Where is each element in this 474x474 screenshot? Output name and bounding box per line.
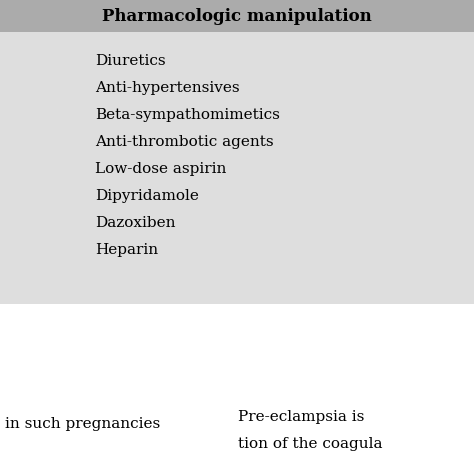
Text: Anti-hypertensives: Anti-hypertensives <box>95 81 240 95</box>
Text: Dazoxiben: Dazoxiben <box>95 216 175 230</box>
Text: Anti-thrombotic agents: Anti-thrombotic agents <box>95 135 273 149</box>
Text: in such pregnancies: in such pregnancies <box>5 417 160 431</box>
Bar <box>0 32 474 304</box>
Text: Beta-sympathomimetics: Beta-sympathomimetics <box>95 108 280 122</box>
Text: Heparin: Heparin <box>95 243 158 257</box>
Text: tion of the coagula: tion of the coagula <box>238 437 383 451</box>
Text: Dipyridamole: Dipyridamole <box>95 189 199 203</box>
Bar <box>0 0 474 32</box>
Text: Pharmacologic manipulation: Pharmacologic manipulation <box>102 8 372 25</box>
Text: Diuretics: Diuretics <box>95 54 165 68</box>
Text: Pre-eclampsia is: Pre-eclampsia is <box>238 410 365 424</box>
Text: Low-dose aspirin: Low-dose aspirin <box>95 162 227 176</box>
